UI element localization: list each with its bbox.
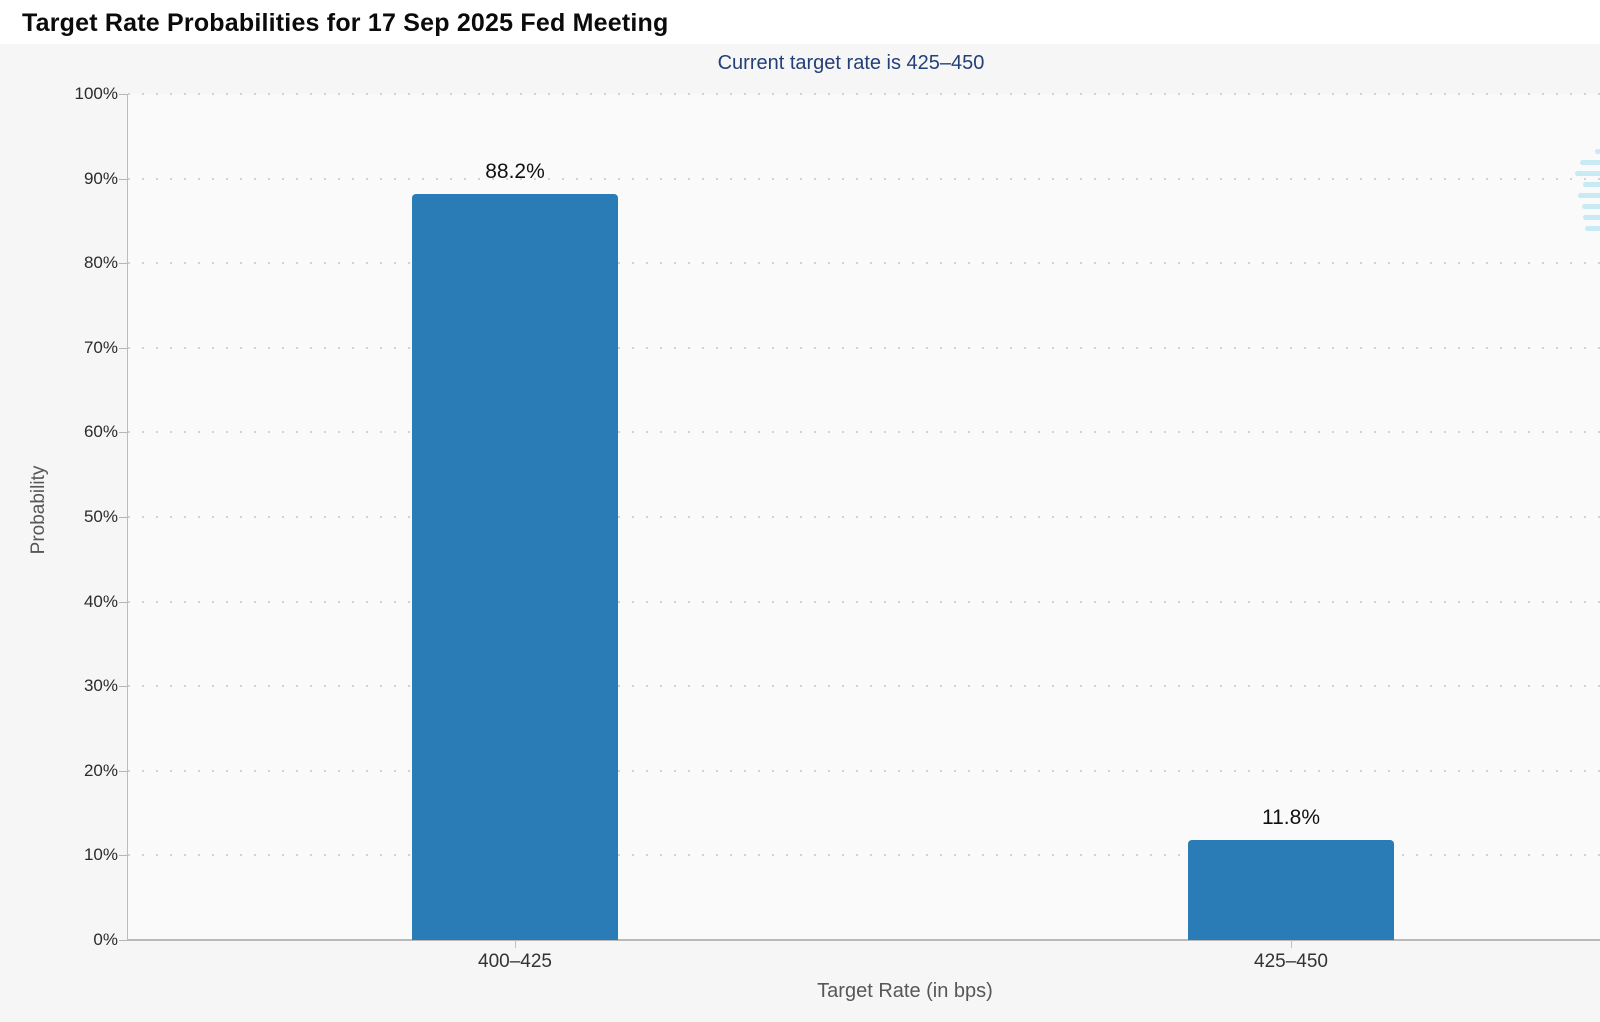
- x-tick-mark: [515, 941, 516, 948]
- y-tick-mark: [119, 432, 127, 434]
- y-tick-mark: [119, 601, 127, 603]
- y-tick-label: 80%: [83, 253, 118, 273]
- bar-400–425: [412, 193, 618, 940]
- y-tick-label: 50%: [83, 507, 118, 526]
- gridline-70%: [128, 346, 1600, 349]
- gridline-100%: [128, 93, 1600, 95]
- watermark-stripe: [1583, 182, 1600, 187]
- y-tick-mark: [119, 855, 127, 857]
- x-tick-mark: [1291, 941, 1292, 948]
- gridline-60%: [128, 431, 1600, 434]
- y-tick-mark: [119, 178, 127, 180]
- cme-watermark-icon: [1572, 149, 1600, 234]
- y-tick-label: 20%: [83, 760, 118, 780]
- gridline-40%: [128, 600, 1600, 603]
- y-tick-label: 10%: [83, 845, 118, 865]
- y-axis-title: Probability: [28, 465, 49, 555]
- y-axis-line: [127, 94, 128, 940]
- gridline-80%: [128, 262, 1600, 265]
- watermark-stripe: [1575, 171, 1600, 176]
- y-tick-label: 30%: [83, 676, 118, 696]
- y-tick-label: 100%: [74, 84, 118, 103]
- gridline-90%: [128, 177, 1600, 180]
- y-tick-mark: [119, 940, 127, 941]
- y-tick-label: 40%: [83, 591, 118, 611]
- x-tick-label: 400–425: [478, 951, 552, 972]
- gridline-50%: [128, 516, 1600, 518]
- watermark-stripe: [1582, 204, 1600, 209]
- y-tick-mark: [119, 347, 127, 349]
- bar-value-label: 88.2%: [485, 159, 545, 183]
- y-tick-mark: [119, 263, 127, 265]
- bar-value-label: 11.8%: [1262, 806, 1320, 830]
- gridline-30%: [128, 685, 1600, 688]
- gridline-10%: [128, 854, 1600, 857]
- watermark-stripe: [1583, 215, 1600, 220]
- chart-subtitle: Current target rate is 425–450: [717, 52, 985, 74]
- y-tick-mark: [119, 517, 127, 518]
- watermark-stripe: [1585, 226, 1600, 231]
- x-axis-line: [127, 939, 1600, 941]
- y-tick-mark: [119, 770, 127, 772]
- gridline-20%: [128, 769, 1600, 772]
- x-tick-label: 425–450: [1254, 951, 1328, 972]
- y-tick-label: 60%: [83, 422, 118, 442]
- watermark-stripe: [1580, 160, 1600, 165]
- bar-425–450: [1188, 840, 1394, 940]
- y-tick-label: 0%: [93, 930, 118, 949]
- y-tick-label: 70%: [83, 337, 118, 357]
- y-tick-mark: [119, 94, 127, 95]
- chart-title: Target Rate Probabilities for 17 Sep 202…: [22, 9, 669, 37]
- x-axis-title: Target Rate (in bps): [817, 980, 993, 1002]
- watermark-stripe: [1595, 149, 1600, 154]
- watermark-stripe: [1578, 193, 1600, 198]
- y-tick-mark: [119, 686, 127, 688]
- chart-header: [0, 0, 1600, 44]
- y-tick-label: 90%: [83, 168, 118, 188]
